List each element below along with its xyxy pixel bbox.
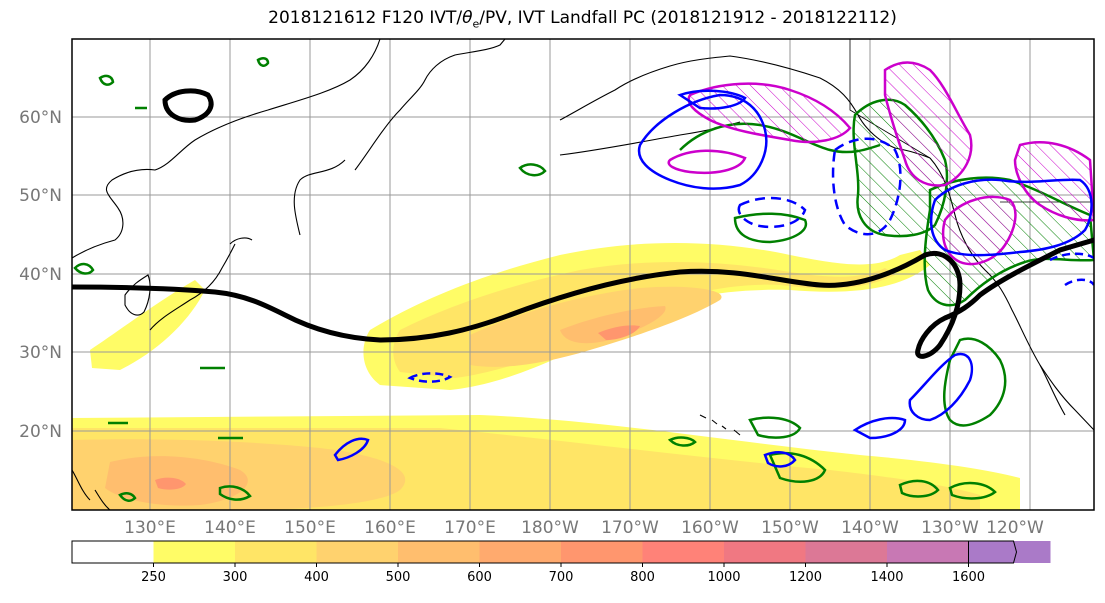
ivt-band-south-700: [155, 477, 186, 490]
ivt-neg-bc: [941, 195, 1017, 266]
colorbar-tick-label: 600: [467, 570, 492, 585]
colorbar-border: [71, 540, 969, 564]
coast-kamchatka: [354, 39, 506, 171]
theta-contour-small-3: [256, 57, 270, 67]
coast-korea: [124, 274, 151, 316]
colorbar-segment: [235, 541, 317, 563]
ivt-pos-east: [929, 178, 1093, 257]
ivt-neg-alaska: [687, 82, 852, 144]
colorbar-segment: [72, 541, 154, 563]
lon-label: 120°W: [986, 518, 1044, 538]
ivt-pos-coast2: [852, 416, 907, 440]
pv-contour-jet: [72, 237, 1094, 359]
theta-contour-hi-1: [748, 416, 802, 439]
lon-label: 170°W: [601, 518, 659, 538]
theta-contour-small-6: [118, 492, 137, 502]
title-theta: θ: [462, 8, 473, 28]
lon-label: 140°E: [204, 518, 256, 538]
colorbar-segment: [805, 541, 888, 563]
ivt-patch-japan: [90, 280, 205, 370]
lon-label: 140°W: [841, 518, 899, 538]
lat-label: 30°N: [19, 343, 62, 363]
pv-contour-loop: [162, 88, 214, 123]
ivt-pos-dash-east: [1049, 252, 1094, 287]
colorbar-tick-label: 800: [630, 570, 655, 585]
lon-label: 130°W: [921, 518, 979, 538]
colorbar-extend-arrow: [968, 540, 1018, 564]
colorbar-tick-label: 250: [141, 570, 166, 585]
coast-asia: [72, 39, 381, 259]
lon-label: 160°E: [364, 518, 416, 538]
ivt-pos-coast: [908, 352, 974, 422]
coast-baja: [1039, 364, 1066, 416]
coast-okhotsk: [293, 159, 346, 236]
theta-contour-coast-south: [942, 337, 1007, 427]
lat-label: 40°N: [19, 265, 62, 285]
colorbar-segment: [561, 541, 643, 563]
lon-label: 180°W: [521, 518, 579, 538]
pv-contours: [72, 88, 1094, 359]
theta-contour-small-1: [518, 163, 547, 177]
lon-label: 170°E: [444, 518, 496, 538]
colorbar-tick-label: 300: [223, 570, 248, 585]
lon-labels: 130°E 140°E 150°E 160°E 170°E 180°W 170°…: [124, 518, 1044, 538]
chart-title: 2018121612 F120 IVT/θe/PV, IVT Landfall …: [0, 8, 1105, 30]
theta-contour-small-4: [73, 262, 95, 275]
title-prefix: 2018121612 F120 IVT/: [268, 8, 463, 28]
lon-label: 160°W: [681, 518, 739, 538]
title-theta-sub: e: [472, 17, 480, 31]
ivt-pos-dash-pacific: [737, 196, 807, 229]
theta-contour-small-7: [108, 106, 243, 440]
colorbar-tick-label: 700: [549, 570, 574, 585]
colorbar-tick-label: 1600: [952, 570, 985, 585]
theta-contour-south-1: [898, 479, 940, 498]
islands-philippines: [72, 469, 111, 510]
colorbar-tick-label: 1000: [707, 570, 740, 585]
colorbar-segment: [724, 541, 806, 563]
lat-label: 50°N: [19, 186, 62, 206]
colorbar-segment: [153, 541, 236, 563]
theta-contour-pacific: [733, 212, 808, 244]
ivt-neg-canada: [883, 61, 973, 187]
map-border: [71, 38, 1095, 511]
colorbar-segment: [398, 541, 480, 563]
colorbar: 250 300 400 500 600 700 800 1000 1200 1400 1600: [71, 540, 1051, 585]
ivt-neg-bering: [667, 149, 747, 175]
islands-hawaii: [699, 414, 741, 436]
lat-label: 60°N: [19, 108, 62, 128]
ivt-pos-hawaii: [763, 451, 797, 468]
colorbar-segment: [316, 541, 399, 563]
lon-label: 130°E: [124, 518, 176, 538]
lat-labels: 60°N 50°N 40°N 30°N 20°N: [19, 108, 62, 442]
colorbar-tick-label: 1200: [789, 570, 822, 585]
theta-contour-small-2: [98, 74, 115, 86]
theta-contour-south-2: [948, 481, 997, 500]
colorbar-tick-label: 400: [304, 570, 329, 585]
colorbar-tick-label: 1400: [870, 570, 903, 585]
theta-contour-southwest: [218, 485, 252, 501]
colorbar-segment: [479, 541, 562, 563]
colorbar-segment: [642, 541, 725, 563]
ivt-shading: [72, 242, 1020, 510]
coast-japan: [149, 237, 253, 331]
title-suffix: /PV, IVT Landfall PC (2018121912 - 20181…: [479, 8, 897, 28]
lon-label: 150°E: [284, 518, 336, 538]
ivt-pos-alaska: [637, 93, 768, 190]
map-frame-content: [72, 39, 1094, 510]
ivt-negative-contours: [667, 61, 1094, 266]
ivt-pos-bering: [677, 89, 747, 110]
lat-label: 20°N: [19, 422, 62, 442]
ivt-band-east-600: [560, 306, 666, 344]
ivt-positive-contours: [333, 89, 1094, 468]
lon-label: 150°W: [761, 518, 819, 538]
ivt-pos-south: [333, 437, 370, 462]
colorbar-tick-label: 500: [386, 570, 411, 585]
theta-contour-small-5: [667, 436, 697, 447]
colorbar-segment: [887, 541, 969, 563]
ivt-pos-dash-small: [407, 372, 453, 383]
ivt-pos-dash-gulf: [831, 137, 902, 236]
